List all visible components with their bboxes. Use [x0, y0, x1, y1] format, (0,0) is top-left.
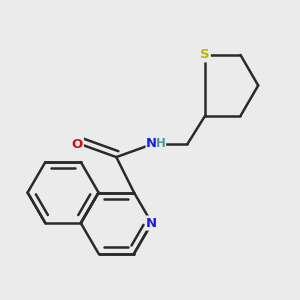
Text: N: N	[146, 217, 157, 230]
Text: S: S	[200, 48, 210, 62]
Text: H: H	[156, 137, 166, 150]
Text: N: N	[146, 137, 157, 150]
Text: O: O	[72, 138, 83, 151]
